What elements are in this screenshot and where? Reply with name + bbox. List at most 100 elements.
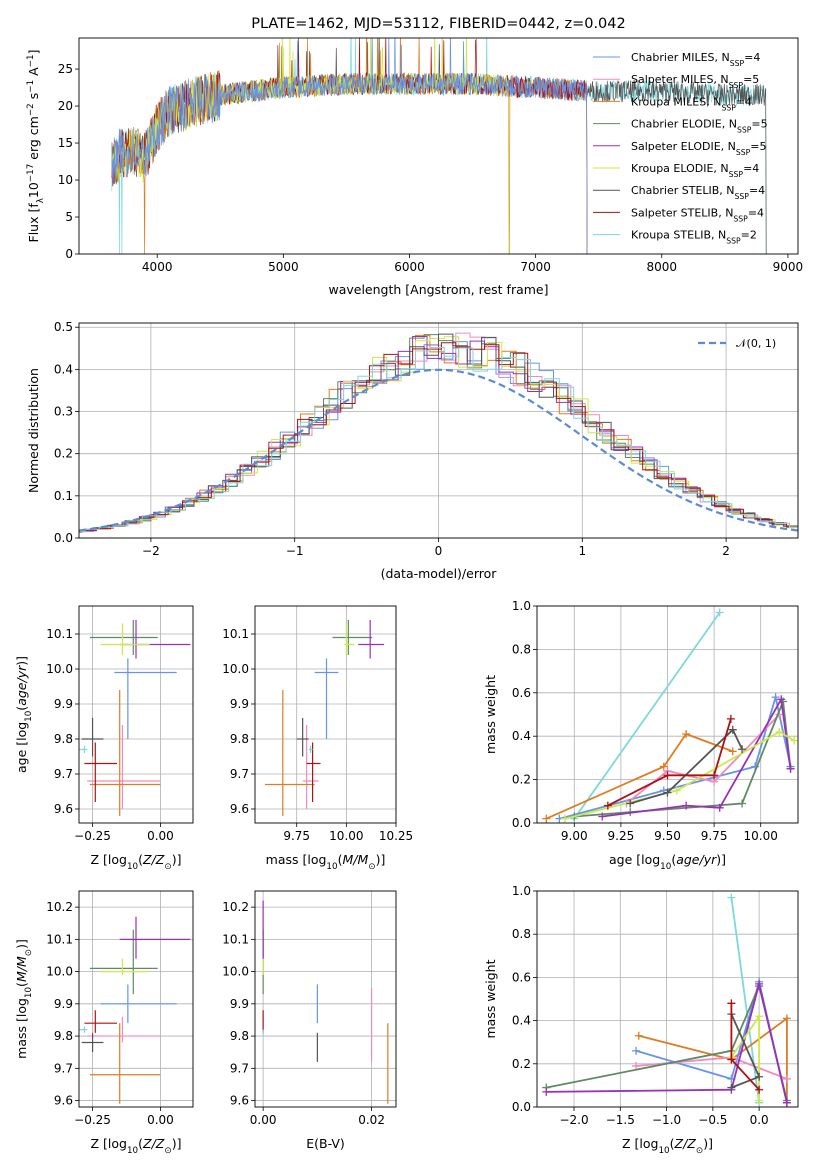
y-tick-label: 1.0 bbox=[512, 599, 531, 613]
mass-weight-point bbox=[626, 799, 635, 808]
y-tick-label: 0.8 bbox=[512, 927, 531, 941]
legend-label: Salpeter MILES, NSSP=5 bbox=[631, 73, 759, 90]
mass-weight-point bbox=[738, 799, 747, 808]
histogram-series bbox=[79, 333, 798, 533]
x-tick-label: 0.0 bbox=[750, 1113, 769, 1127]
y-tick-label: 0.2 bbox=[54, 447, 73, 461]
y-tick-label: 10.1 bbox=[222, 627, 249, 641]
mass-weight-point bbox=[663, 788, 672, 797]
y-tick-label: 9.8 bbox=[230, 1029, 249, 1043]
mass-weight-point bbox=[782, 1014, 791, 1023]
histogram-series bbox=[79, 336, 798, 533]
y-tick-label: 10.0 bbox=[222, 965, 249, 979]
mass-weight-point bbox=[786, 764, 795, 773]
x-tick-label: 9000 bbox=[773, 260, 804, 274]
age_vs_Z-ylabel: age [log10(age/yr)] bbox=[14, 656, 34, 773]
y-tick-label: 9.6 bbox=[230, 802, 249, 816]
age_vs_mass-xlabel: mass [log10(M/M⊙)] bbox=[266, 852, 386, 872]
mass-weight-series bbox=[573, 611, 721, 820]
mass_weight_vs_age-frame bbox=[536, 605, 799, 824]
y-tick-label: 9.9 bbox=[54, 697, 73, 711]
y-tick-label: 9.9 bbox=[230, 697, 249, 711]
y-tick-label: 9.7 bbox=[54, 767, 73, 781]
mass_weight_vs_Z-lines bbox=[542, 893, 791, 1107]
mass-weight-point bbox=[715, 608, 724, 617]
spectrum-lines bbox=[111, 38, 767, 254]
mass_vs_ebv-xlabel: E(B-V) bbox=[306, 1136, 345, 1151]
spectrum-series bbox=[111, 38, 588, 254]
y-tick-label: 0.5 bbox=[54, 320, 73, 334]
x-tick-label: 9.75 bbox=[701, 829, 728, 843]
y-tick-label: 0.6 bbox=[512, 686, 531, 700]
y-tick-label: 10.2 bbox=[222, 900, 249, 914]
spectrum-legend: Chabrier MILES, NSSP=4 Salpeter MILES, NS… bbox=[593, 51, 768, 245]
x-tick-label: 0 bbox=[435, 544, 443, 558]
age_vs_mass-axes: 9.75 10.00 10.25 9.6 9.7 9.8 9.9 10.0 10.1 mass [… bbox=[222, 605, 413, 872]
mass-weight-point bbox=[603, 801, 612, 810]
mass-weight-point bbox=[710, 771, 719, 780]
mass-weight-point bbox=[634, 1031, 643, 1040]
y-tick-label: 15 bbox=[58, 136, 73, 150]
mass-weight-point bbox=[715, 803, 724, 812]
residuals-axes: −2 −1 0 1 2 0.0 0.1 0.2 0.3 0.4 0.5 (data-model)/er… bbox=[26, 320, 799, 581]
x-tick-label: 6000 bbox=[394, 260, 425, 274]
histograms bbox=[79, 332, 798, 533]
x-tick-label: 1 bbox=[578, 544, 586, 558]
mass-weight-point bbox=[726, 714, 735, 723]
y-tick-label: 0.2 bbox=[512, 1057, 531, 1071]
y-tick-label: 0.4 bbox=[54, 362, 73, 376]
mass-weight-point bbox=[727, 1083, 736, 1092]
y-tick-label: 10.1 bbox=[46, 932, 73, 946]
age_vs_mass-frame bbox=[254, 605, 397, 824]
y-tick-label: 0.8 bbox=[512, 642, 531, 656]
mass_weight_vs_age-axes: 9.00 9.25 9.50 9.75 10.00 0.0 0.2 0.4 0.6 0.8 1.0 a… bbox=[483, 599, 799, 872]
mass_vs_ebv-axes: 0.00 0.02 9.6 9.7 9.8 9.9 10.0 10.1 10.2 bbox=[222, 890, 397, 1127]
y-tick-label: 0.0 bbox=[512, 1100, 531, 1114]
x-tick-label: −1 bbox=[286, 544, 304, 558]
mass_weight_vs_age-xlabel: age [log10(age/yr)] bbox=[609, 852, 726, 872]
y-tick-label: 5 bbox=[65, 210, 73, 224]
mass-weight-point bbox=[755, 1085, 764, 1094]
mass_weight_vs_Z-ylabel: mass weight bbox=[483, 959, 498, 1038]
x-tick-label: −2 bbox=[142, 544, 160, 558]
x-tick-label: 9.00 bbox=[561, 829, 588, 843]
x-tick-label: 7000 bbox=[520, 260, 551, 274]
age_vs_Z-frame bbox=[78, 605, 194, 824]
mass-weight-series bbox=[564, 730, 795, 820]
y-tick-label: 9.9 bbox=[54, 997, 73, 1011]
mass-weight-point bbox=[755, 979, 764, 988]
mass-weight-point bbox=[755, 1096, 764, 1105]
legend-label: Salpeter STELIB, NSSP=4 bbox=[631, 206, 764, 223]
age_vs_mass-points bbox=[264, 620, 385, 816]
mass-weight-series bbox=[635, 981, 788, 1103]
residuals-frame bbox=[78, 322, 799, 539]
x-tick-label: −2.0 bbox=[559, 1113, 588, 1127]
mass_vs_Z-ylabel: mass [log10(M/M⊙)] bbox=[14, 939, 34, 1059]
y-tick-label: 9.8 bbox=[54, 732, 73, 746]
mass-weight-series bbox=[559, 696, 792, 820]
y-tick-label: 10.0 bbox=[46, 965, 73, 979]
x-tick-label: 0.00 bbox=[147, 829, 174, 843]
mass-weight-point bbox=[728, 747, 737, 756]
y-tick-label: 0 bbox=[65, 247, 73, 261]
mass-weight-point bbox=[775, 727, 784, 736]
y-tick-label: 25 bbox=[58, 62, 73, 76]
mass-weight-point bbox=[659, 762, 668, 771]
y-tick-label: 10.0 bbox=[46, 662, 73, 676]
mass_weight_vs_age-ylabel: mass weight bbox=[483, 675, 498, 754]
mass-weight-point bbox=[632, 1061, 641, 1070]
legend-label: Salpeter ELODIE, NSSP=5 bbox=[631, 140, 767, 157]
mass-weight-series bbox=[545, 732, 734, 820]
x-tick-label: 9.75 bbox=[283, 829, 310, 843]
x-tick-label: 10.25 bbox=[379, 829, 413, 843]
legend-label: Kroupa MILES, NSSP=4 bbox=[631, 95, 752, 112]
spectrum-title: PLATE=1462, MJD=53112, FIBERID=0442, z=0… bbox=[251, 16, 625, 32]
y-tick-label: 0.0 bbox=[512, 816, 531, 830]
x-tick-label: 0.00 bbox=[250, 1113, 277, 1127]
x-tick-label: −0.5 bbox=[698, 1113, 727, 1127]
y-tick-label: 9.7 bbox=[230, 1061, 249, 1075]
legend-label: 𝒩(0, 1) bbox=[736, 337, 776, 350]
mass-weight-series bbox=[607, 718, 732, 807]
mass-weight-point bbox=[782, 1074, 791, 1083]
legend-label: Chabrier STELIB, NSSP=4 bbox=[631, 184, 765, 201]
